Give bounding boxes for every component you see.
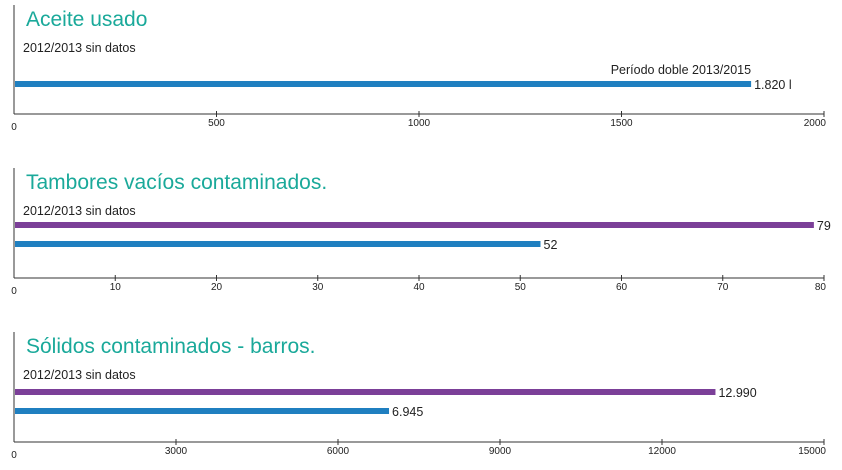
bar-value-label: 6.945 [392,405,423,419]
chart-title: Sólidos contaminados - barros. [26,335,315,358]
x-tick-label: 1000 [408,118,431,129]
x-tick-label: 70 [717,282,729,293]
bar-value-label: 79 [817,219,831,233]
x-tick-label: 15000 [798,446,826,457]
chart-panel-1: Aceite usado 2012/2013 sin datos 0 500 1000 1… [11,5,826,133]
bar [15,408,390,414]
chart-panel-2: Tambores vacíos contaminados. 2012/2013 s… [11,168,831,297]
x-tick-label: 0 [11,286,17,297]
x-tick-label: 10 [110,282,122,293]
bar-value-label: 1.820 l [754,78,792,92]
chart-note: 2012/2013 sin datos [23,368,136,382]
x-tick-label: 1500 [610,118,633,129]
x-tick-label: 6000 [327,446,350,457]
x-tick-label: 500 [208,118,225,129]
x-tick-label: 9000 [489,446,512,457]
bar [15,389,716,395]
x-tick-label: 60 [616,282,628,293]
x-tick-label: 2000 [804,118,827,129]
x-tick-label: 0 [11,450,17,461]
x-tick-label: 12000 [648,446,676,457]
chart-panel-3: Sólidos contaminados - barros. 2012/2013 … [11,332,826,461]
bar-value-label: 52 [544,238,558,252]
x-tick-label: 80 [815,282,827,293]
x-tick-label: 50 [515,282,527,293]
x-tick-label: 30 [312,282,324,293]
bar-annotation: Período doble 2013/2015 [611,63,751,77]
chart-note: 2012/2013 sin datos [23,204,136,218]
x-tick-label: 40 [413,282,425,293]
bar [15,222,814,228]
bar [15,81,752,87]
chart-note: 2012/2013 sin datos [23,41,136,55]
x-tick-label: 0 [11,122,17,133]
x-tick-label: 3000 [165,446,188,457]
chart-title: Tambores vacíos contaminados. [26,171,327,194]
bar-value-label: 12.990 [718,386,756,400]
chart-title: Aceite usado [26,8,147,31]
x-tick-label: 20 [211,282,223,293]
bar [15,241,541,247]
